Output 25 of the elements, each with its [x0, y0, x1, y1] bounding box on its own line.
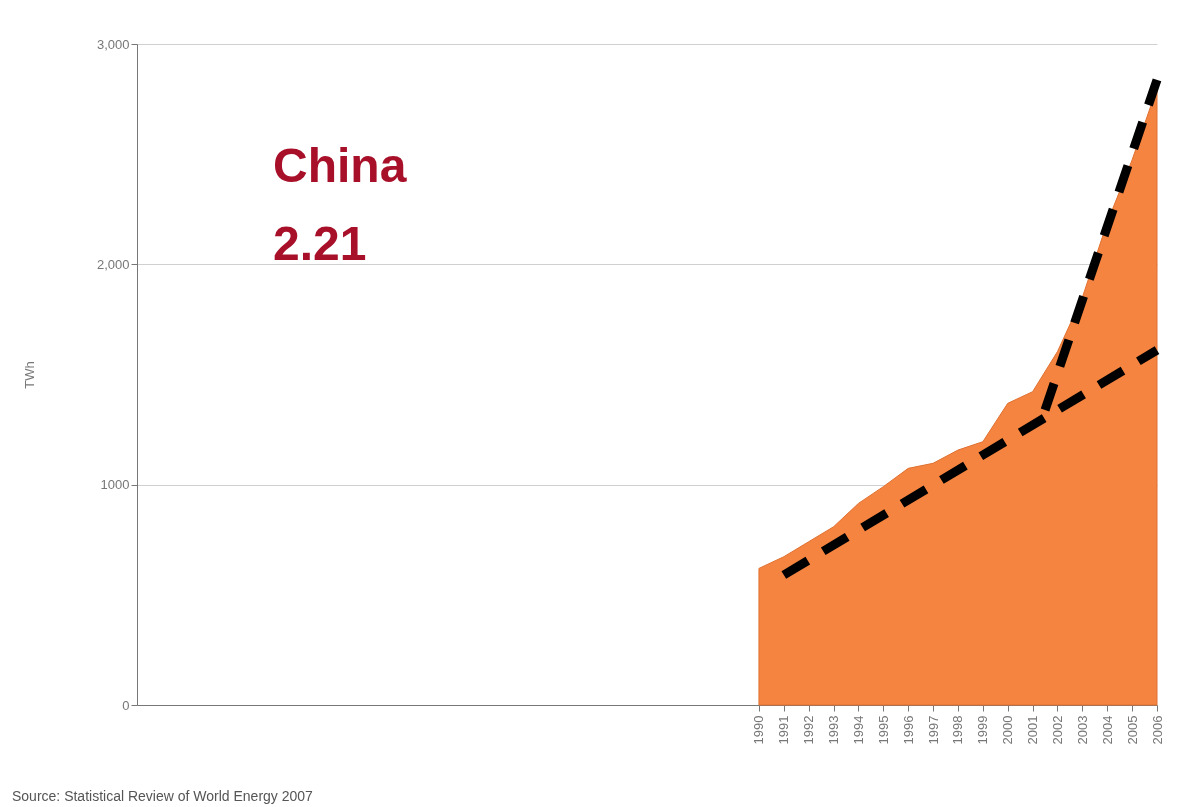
x-tick-label: 1991 — [776, 715, 792, 745]
x-tick-label: 1994 — [850, 715, 866, 745]
x-tick-label: 1995 — [875, 715, 891, 745]
x-tick-label: 1998 — [950, 715, 966, 745]
x-tick-label: 1997 — [925, 715, 941, 745]
x-tick-label: 1999 — [975, 715, 991, 745]
y-tick-label: 3,000 — [96, 36, 130, 52]
annotation: China — [273, 139, 407, 192]
y-axis-title: TWh — [21, 361, 37, 389]
x-tick-label: 1990 — [751, 715, 767, 745]
x-tick-label: 2005 — [1124, 715, 1140, 745]
annotation: 2.21 — [273, 217, 367, 270]
x-tick-label: 2001 — [1025, 715, 1041, 745]
x-tick-label: 1996 — [900, 715, 916, 745]
y-tick-label: 1000 — [100, 477, 130, 493]
x-tick-label: 1993 — [826, 715, 842, 745]
y-tick-label: 2,000 — [96, 256, 130, 272]
x-tick-label: 2003 — [1074, 715, 1090, 745]
y-tick-label: 0 — [122, 697, 130, 713]
source-note: Source: Statistical Review of World Energy 2007 — [12, 788, 314, 804]
x-tick-label: 2006 — [1149, 715, 1165, 745]
x-tick-label: 1992 — [801, 715, 817, 745]
x-tick-label: 2000 — [1000, 715, 1016, 745]
x-tick-label: 2004 — [1099, 715, 1115, 745]
x-tick-label: 2002 — [1049, 715, 1065, 745]
